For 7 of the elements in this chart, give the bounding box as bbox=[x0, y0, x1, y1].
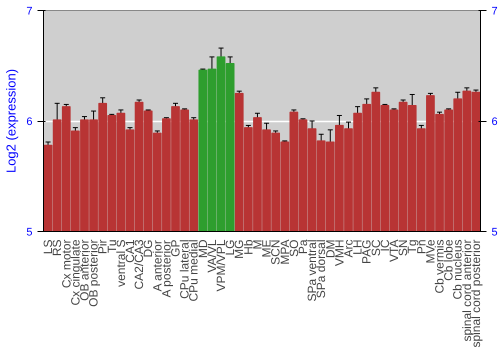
y-tick-label: 5 bbox=[26, 226, 33, 238]
y-tick-label: 6 bbox=[26, 116, 33, 128]
y2-tick-label: 6 bbox=[492, 116, 498, 128]
y2-tick-label: 5 bbox=[492, 226, 498, 238]
y-tick-label: 7 bbox=[26, 6, 33, 18]
y2-tick-label: 7 bbox=[492, 6, 498, 18]
y-axis-title: Log2 (expression) bbox=[3, 68, 18, 174]
